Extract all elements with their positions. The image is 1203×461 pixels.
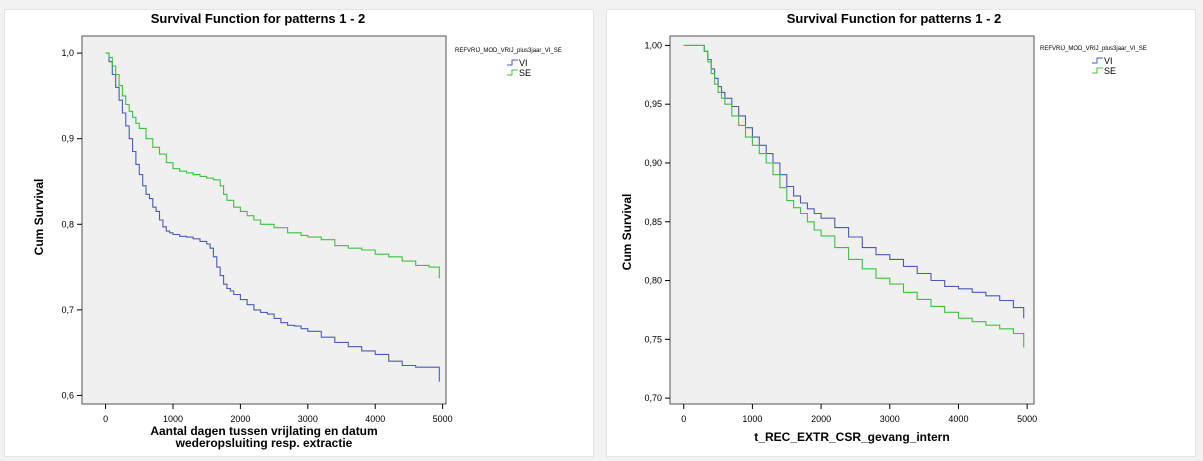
x-tick-label: 5000 — [433, 414, 453, 424]
x-axis-label: wederopsluiting resp. extractie — [175, 436, 353, 450]
x-axis-label: t_REC_EXTR_CSR_gevang_intern — [754, 430, 949, 444]
x-tick-label: 1000 — [742, 414, 762, 424]
x-tick-label: 3000 — [298, 414, 318, 424]
y-tick-label: 0,75 — [644, 334, 662, 344]
x-tick-label: 1000 — [163, 414, 183, 424]
y-tick-label: 0,6 — [61, 390, 74, 400]
chart-left-svg: Survival Function for patterns 1 - 2 0,6 0… — [32, 11, 562, 450]
x-tick-label: 3000 — [880, 414, 900, 424]
y-tick-label: 0,8 — [61, 219, 74, 229]
series-line-vi — [683, 44, 1025, 319]
y-tick-label: 0,95 — [644, 99, 662, 109]
y-axis-label: Cum Survival — [620, 194, 634, 271]
x-tick-label: 5000 — [1017, 414, 1037, 424]
legend-title: REFVRIJ_MOD_VRIJ_plus3jaar_VI_SE — [455, 48, 562, 54]
legend-label-se: SE — [1104, 66, 1116, 76]
x-tick-label: 2000 — [230, 414, 250, 424]
x-tick-label: 0 — [103, 414, 108, 424]
y-tick-label: 0,85 — [644, 217, 662, 227]
legend-label-se: SE — [519, 68, 531, 78]
y-tick-label: 0,70 — [644, 393, 662, 403]
survival-chart-right: Survival Function for patterns 1 - 2 0,70… — [606, 9, 1196, 457]
y-tick-label: 0,80 — [644, 276, 662, 286]
y-axis-label: Cum Survival — [32, 179, 46, 256]
legend-title: REFVRIJ_MOD_VRIJ_plus3jaar_VI_SE — [1040, 46, 1147, 52]
legend-swatch-se — [1092, 67, 1103, 74]
plot-area — [669, 35, 1035, 405]
x-tick-label: 4000 — [365, 414, 385, 424]
survival-chart-left: Survival Function for patterns 1 - 2 0,6 0… — [4, 9, 594, 457]
y-tick-label: 0,7 — [61, 305, 74, 315]
y-tick-label: 1,00 — [644, 40, 662, 50]
y-tick-label: 0,9 — [61, 134, 74, 144]
legend-swatch-vi — [507, 59, 518, 66]
x-tick-label: 0 — [681, 414, 686, 424]
series-line-vi — [105, 52, 440, 382]
x-tick-label: 2000 — [811, 414, 831, 424]
plot-area — [81, 35, 447, 405]
chart-title: Survival Function for patterns 1 - 2 — [151, 11, 366, 26]
y-tick-label: 0,90 — [644, 158, 662, 168]
legend-label-vi: VI — [1104, 56, 1113, 66]
legend-swatch-se — [507, 69, 518, 76]
series-line-se — [105, 52, 440, 279]
legend-swatch-vi — [1092, 57, 1103, 64]
chart-right-svg: Survival Function for patterns 1 - 2 0,70… — [620, 11, 1147, 444]
x-tick-label: 4000 — [948, 414, 968, 424]
legend-label-vi: VI — [519, 58, 528, 68]
x-axis-label: Aantal dagen tussen vrijlating en datum — [150, 424, 377, 438]
chart-title: Survival Function for patterns 1 - 2 — [787, 11, 1002, 26]
series-line-se — [683, 44, 1025, 348]
y-tick-label: 1,0 — [61, 48, 74, 58]
